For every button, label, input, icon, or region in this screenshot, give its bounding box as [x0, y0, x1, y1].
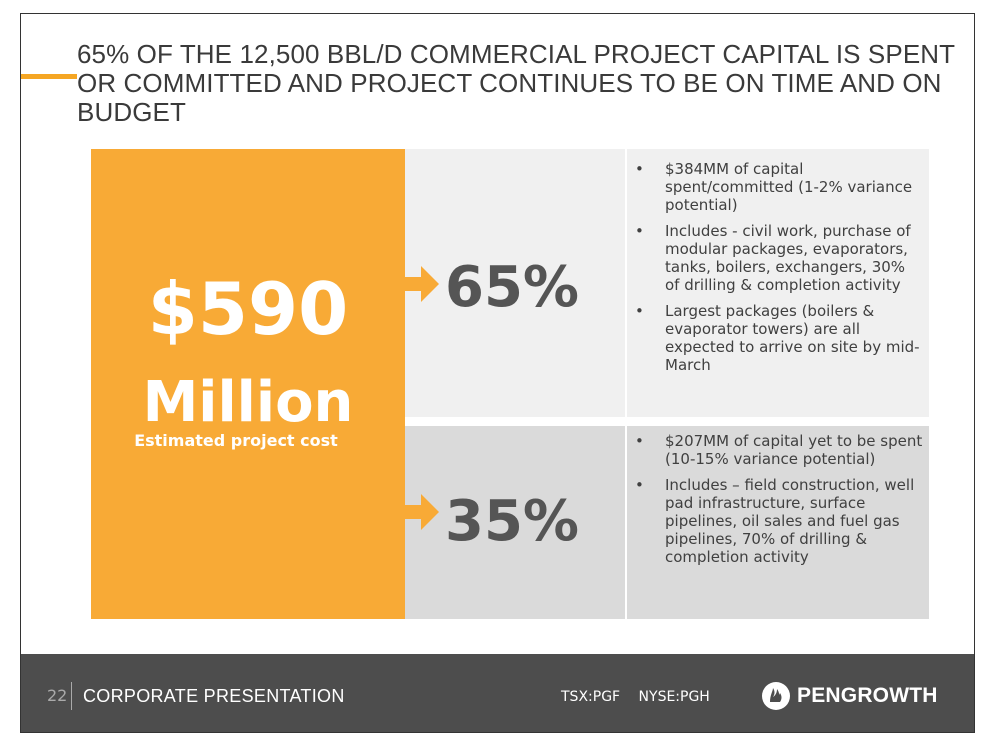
footer-divider	[71, 682, 72, 710]
ticker-symbols: TSX:PGF NYSE:PGH	[561, 689, 724, 705]
cost-unit: Million	[142, 370, 354, 435]
list-item: • Includes – field construction, well pad…	[627, 476, 923, 566]
company-logo: PENGROWTH	[761, 680, 938, 712]
bullet-text: Includes – field construction, well pad …	[665, 476, 915, 566]
title-line: OR COMMITTED AND PROJECT CONTINUES TO BE…	[77, 68, 942, 98]
logo-text: PENGROWTH	[797, 684, 938, 707]
spent-bullet-list: • $384MM of capital spent/committed (1-2%…	[627, 160, 923, 382]
list-item: • $207MM of capital yet to be spent (10-1…	[627, 432, 923, 468]
ticker-nyse: NYSE:PGH	[638, 689, 710, 705]
title-line: BUDGET	[77, 97, 186, 127]
bullet-text: Includes - civil work, purchase of modul…	[665, 222, 911, 294]
remaining-bullet-list: • $207MM of capital yet to be spent (10-1…	[627, 432, 923, 574]
slide: 65% OF THE 12,500 BBL/D COMMERCIAL PROJE…	[20, 13, 975, 733]
bullet-dot: •	[635, 302, 644, 320]
project-cost-box: $590 Million Estimated project cost	[91, 149, 405, 619]
list-item: • Largest packages (boilers & evaporator …	[627, 302, 923, 374]
bullet-text: $384MM of capital spent/committed (1-2% …	[665, 160, 913, 214]
remaining-percent-panel	[405, 426, 625, 619]
list-item: • $384MM of capital spent/committed (1-2%…	[627, 160, 923, 214]
footer: 22 CORPORATE PRESENTATION TSX:PGF NYSE:P…	[21, 654, 974, 732]
spent-percent-panel	[405, 149, 625, 417]
spent-percent: 65%	[445, 255, 580, 320]
cost-amount: $590	[147, 267, 349, 351]
pengrowth-logo-icon	[762, 682, 790, 710]
bullet-text: Largest packages (boilers & evaporator t…	[665, 302, 920, 374]
spent-details-panel	[627, 149, 929, 417]
bullet-dot: •	[635, 476, 644, 494]
footer-label: CORPORATE PRESENTATION	[83, 686, 345, 706]
title-accent-bar	[21, 74, 77, 79]
remaining-percent: 35%	[445, 489, 580, 554]
page-title: 65% OF THE 12,500 BBL/D COMMERCIAL PROJE…	[77, 40, 957, 127]
list-item: • Includes - civil work, purchase of modu…	[627, 222, 923, 294]
bullet-dot: •	[635, 222, 644, 240]
page-number: 22	[47, 686, 68, 705]
cost-caption: Estimated project cost	[134, 431, 338, 450]
bullet-dot: •	[635, 432, 644, 450]
arrow-right-icon	[401, 494, 439, 530]
bullet-dot: •	[635, 160, 644, 178]
ticker-tsx: TSX:PGF	[561, 689, 621, 705]
arrow-right-icon	[401, 266, 439, 302]
remaining-details-panel	[627, 426, 929, 619]
title-line: 65% OF THE 12,500 BBL/D COMMERCIAL PROJE…	[77, 39, 956, 69]
bullet-text: $207MM of capital yet to be spent (10-15…	[665, 432, 923, 468]
